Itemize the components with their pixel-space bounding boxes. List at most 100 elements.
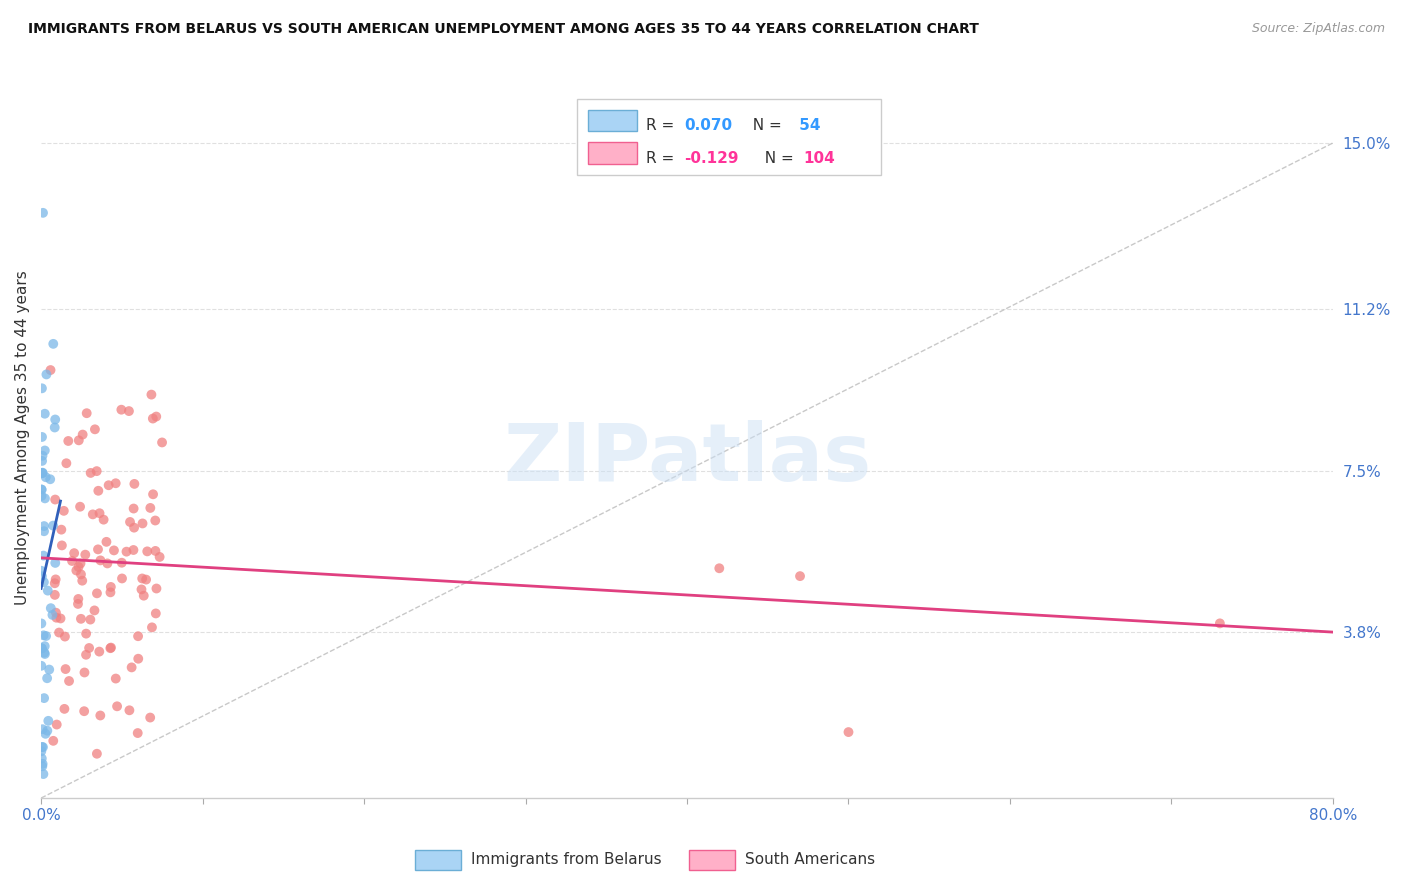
Point: [31, 449, 53, 463]
Point: [131, 516, 153, 531]
Point: [75, 626, 97, 640]
Point: [30, 658, 52, 673]
Point: [45, 610, 67, 624]
Point: [70, 612, 93, 626]
Point: [31, 569, 53, 583]
Point: [100, 640, 122, 655]
Point: [127, 651, 149, 665]
Point: [69, 557, 91, 571]
Point: [42, 734, 65, 748]
Point: [44, 492, 66, 507]
Point: [34, 727, 56, 741]
Point: [48, 625, 70, 640]
Point: [32, 519, 55, 533]
Point: [82, 508, 104, 522]
Point: [53, 702, 76, 716]
Point: [105, 699, 128, 714]
Point: [39, 601, 62, 615]
Point: [76, 406, 98, 420]
Point: [75, 548, 97, 562]
Point: [122, 501, 145, 516]
Point: [37, 723, 59, 738]
Point: [110, 402, 132, 417]
Point: [32, 740, 55, 755]
FancyBboxPatch shape: [578, 99, 880, 175]
Point: [89, 708, 111, 723]
Point: [1209, 616, 1232, 631]
Point: [67, 560, 90, 574]
Text: 0.070: 0.070: [685, 119, 733, 133]
Point: [34, 647, 56, 661]
Point: [145, 544, 167, 558]
Point: [709, 561, 731, 575]
Point: [31, 483, 53, 497]
Point: [89, 553, 111, 567]
Text: R =: R =: [645, 151, 679, 166]
Point: [837, 725, 859, 739]
Point: [34, 491, 56, 506]
Point: [145, 409, 167, 424]
Point: [139, 710, 162, 724]
Point: [118, 404, 141, 418]
Text: 104: 104: [803, 151, 835, 166]
Point: [30, 616, 52, 631]
Point: [52, 504, 75, 518]
Point: [31, 723, 53, 737]
Point: [44, 588, 66, 602]
Point: [127, 726, 149, 740]
Point: [31, 739, 53, 754]
Point: [60, 554, 83, 568]
Point: [53, 630, 76, 644]
Point: [34, 646, 56, 660]
Point: [30, 483, 52, 497]
Point: [42, 336, 65, 351]
Point: [131, 582, 153, 597]
Point: [31, 641, 53, 656]
Point: [63, 546, 86, 560]
Point: [86, 747, 108, 761]
Point: [86, 464, 108, 478]
Point: [118, 703, 141, 717]
Point: [31, 756, 53, 771]
Point: [131, 572, 153, 586]
Point: [139, 500, 162, 515]
Point: [34, 407, 56, 421]
Point: [44, 556, 66, 570]
Point: [121, 660, 143, 674]
Point: [124, 476, 146, 491]
Point: [35, 629, 58, 643]
Point: [32, 767, 55, 781]
Point: [32, 524, 55, 539]
Point: [122, 543, 145, 558]
Y-axis label: Unemployment Among Ages 35 to 44 years: Unemployment Among Ages 35 to 44 years: [15, 270, 30, 605]
Point: [35, 470, 58, 484]
Point: [111, 556, 134, 570]
Text: Source: ZipAtlas.com: Source: ZipAtlas.com: [1251, 22, 1385, 36]
Point: [93, 513, 115, 527]
Point: [49, 611, 72, 625]
Point: [39, 472, 62, 486]
Point: [32, 549, 55, 563]
Point: [135, 573, 157, 587]
Point: [31, 454, 53, 468]
Point: [38, 663, 60, 677]
Point: [55, 456, 77, 470]
Point: [45, 717, 67, 731]
Point: [31, 466, 53, 480]
Point: [145, 582, 167, 596]
Point: [32, 206, 55, 220]
FancyBboxPatch shape: [588, 143, 637, 164]
Point: [83, 603, 105, 617]
Point: [58, 434, 80, 448]
Point: [96, 557, 118, 571]
Point: [70, 574, 93, 588]
Point: [70, 567, 93, 582]
Point: [79, 613, 101, 627]
Point: [37, 671, 59, 685]
Point: [44, 420, 66, 434]
Point: [67, 434, 90, 448]
Point: [30, 564, 52, 578]
Point: [73, 704, 96, 718]
Point: [37, 714, 59, 728]
Point: [86, 586, 108, 600]
